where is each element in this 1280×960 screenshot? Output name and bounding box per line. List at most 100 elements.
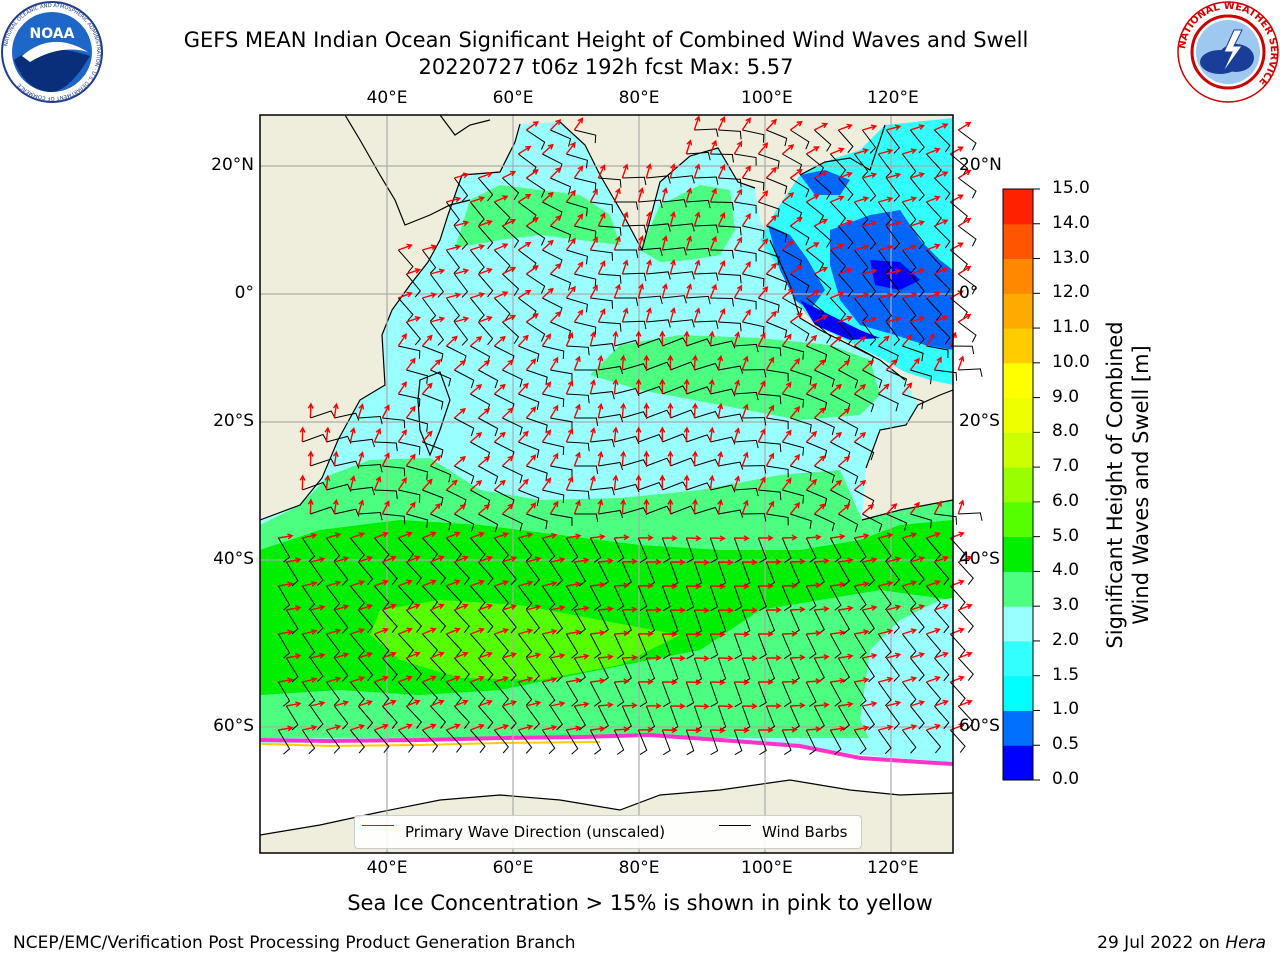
wind-barb bbox=[406, 369, 429, 384]
wave-direction-arrow bbox=[278, 677, 294, 684]
wave-direction-arrow bbox=[806, 582, 822, 589]
wind-barb bbox=[718, 177, 742, 188]
wave-direction-arrow bbox=[758, 631, 774, 638]
wind-barb bbox=[757, 585, 767, 612]
wave-direction-arrow bbox=[669, 307, 676, 323]
wind-barb bbox=[861, 321, 877, 346]
wave-direction-arrow bbox=[350, 628, 366, 635]
wind-barb bbox=[806, 153, 825, 176]
wind-barb bbox=[910, 369, 932, 385]
wave-direction-arrow bbox=[541, 287, 554, 299]
wind-barb bbox=[805, 681, 817, 707]
wind-barb bbox=[662, 247, 687, 256]
wave-direction-arrow bbox=[733, 331, 741, 347]
wind-barb bbox=[806, 201, 825, 224]
wind-barb bbox=[925, 153, 942, 177]
wave-direction-arrow bbox=[494, 579, 509, 587]
wind-barb bbox=[790, 177, 810, 198]
wave-direction-arrow bbox=[502, 218, 517, 227]
wind-barb bbox=[430, 369, 452, 387]
wind-barb bbox=[710, 484, 736, 493]
wave-direction-arrow bbox=[446, 244, 462, 251]
wind-barb bbox=[477, 561, 494, 586]
wind-barb bbox=[694, 410, 720, 419]
colorbar-label-12: 3.0 bbox=[1052, 595, 1080, 616]
wave-direction-arrow bbox=[814, 702, 830, 709]
wave-direction-arrow bbox=[830, 291, 845, 299]
wind-barb bbox=[829, 297, 847, 321]
wind-barb bbox=[838, 465, 859, 485]
wave-direction-arrow bbox=[734, 535, 750, 542]
wave-direction-arrow bbox=[358, 651, 373, 659]
wind-barb bbox=[733, 633, 743, 660]
wind-barb bbox=[493, 729, 510, 754]
wind-barb bbox=[709, 585, 719, 612]
wave-direction-arrow bbox=[718, 703, 734, 710]
wave-direction-arrow bbox=[789, 312, 803, 323]
wind-barb bbox=[301, 681, 316, 707]
colorbar-label-5: 10.0 bbox=[1052, 351, 1090, 372]
wind-barb bbox=[885, 129, 901, 154]
wind-barb bbox=[565, 585, 579, 611]
wind-barb bbox=[781, 585, 792, 611]
wave-direction-arrow bbox=[526, 604, 542, 611]
wave-direction-arrow bbox=[453, 359, 467, 371]
wave-direction-arrow bbox=[814, 606, 830, 613]
wind-barb bbox=[302, 433, 328, 443]
wave-direction-arrow bbox=[525, 265, 539, 275]
wind-barb bbox=[614, 297, 639, 306]
wave-direction-arrow bbox=[957, 355, 965, 371]
wind-barb bbox=[814, 273, 832, 296]
wind-barb bbox=[445, 633, 462, 657]
lat-tick-left-2: 20°S bbox=[213, 411, 254, 431]
wave-direction-arrow bbox=[934, 699, 949, 707]
wind-barb bbox=[542, 345, 565, 360]
wind-barb bbox=[853, 201, 869, 226]
wave-direction-arrow bbox=[789, 454, 801, 467]
wave-direction-arrow bbox=[886, 556, 902, 563]
colorbar-bin-9 bbox=[1003, 432, 1033, 468]
wave-direction-arrow bbox=[708, 378, 715, 395]
wave-direction-arrow bbox=[518, 724, 534, 731]
wave-direction-arrow bbox=[613, 283, 621, 299]
wind-barb bbox=[493, 585, 510, 610]
wave-direction-arrow bbox=[638, 630, 654, 637]
wind-barb bbox=[925, 537, 942, 562]
wave-direction-arrow bbox=[926, 243, 941, 251]
wind-barb bbox=[573, 561, 586, 587]
wind-barb bbox=[814, 465, 835, 484]
wind-barb bbox=[613, 681, 625, 707]
wind-barb bbox=[453, 609, 470, 633]
wind-barb bbox=[861, 657, 876, 683]
wind-barb bbox=[853, 537, 867, 563]
wind-barb bbox=[877, 585, 892, 610]
wave-direction-arrow bbox=[574, 605, 590, 612]
lon-tick-top-0: 40°E bbox=[366, 88, 408, 108]
wave-direction-arrow bbox=[525, 121, 539, 131]
lat-tick-left-4: 60°S bbox=[213, 716, 254, 736]
wave-direction-arrow bbox=[813, 359, 826, 371]
wind-barb bbox=[566, 393, 590, 404]
wind-barb bbox=[517, 633, 533, 658]
wind-barb bbox=[933, 705, 950, 730]
wind-barb bbox=[478, 417, 499, 437]
wave-direction-arrow bbox=[667, 450, 674, 467]
wave-direction-arrow bbox=[307, 450, 314, 467]
wind-barbs-legend-label: Wind Barbs bbox=[762, 823, 848, 841]
wave-direction-arrow bbox=[566, 725, 582, 732]
wind-barb bbox=[565, 633, 579, 659]
wind-barb bbox=[734, 487, 759, 497]
wave-direction-arrow bbox=[805, 290, 820, 299]
wind-barb bbox=[277, 681, 291, 707]
vector-field bbox=[277, 115, 983, 756]
colorbar-label-16: 0.5 bbox=[1052, 734, 1080, 755]
wave-direction-arrow bbox=[477, 408, 491, 419]
wind-barb bbox=[638, 199, 663, 209]
wave-direction-arrow bbox=[765, 118, 777, 131]
wave-direction-arrow bbox=[302, 628, 318, 635]
wave-direction-arrow bbox=[621, 211, 629, 227]
wave-direction-arrow bbox=[550, 604, 566, 611]
colorbar-label-3: 12.0 bbox=[1052, 282, 1090, 303]
wind-barb bbox=[670, 271, 695, 280]
wave-direction-arrow bbox=[614, 678, 630, 685]
